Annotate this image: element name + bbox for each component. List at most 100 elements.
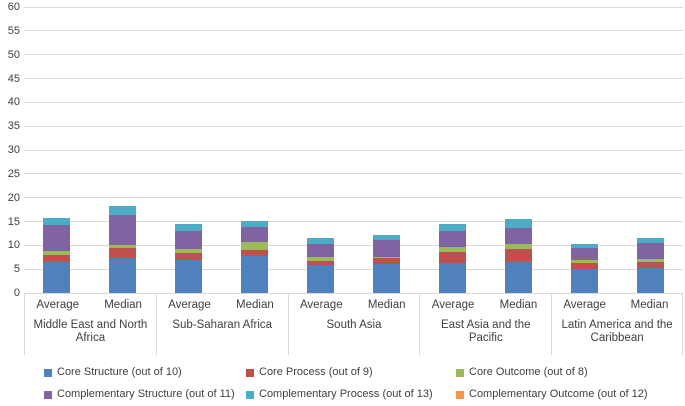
legend-item-core-process: Core Process (out of 9) <box>246 366 456 379</box>
bar-segment-complementary-process <box>636 237 664 243</box>
legend-swatch-core-process <box>246 368 254 377</box>
region-label: Sub-Saharan Africa <box>172 319 273 331</box>
region-group-middle-east-and-north-africa: Average Median Middle East and North Afric… <box>24 293 156 355</box>
bar-segment-core-structure <box>175 260 203 293</box>
bar-segment-core-process <box>636 262 664 269</box>
plot-area <box>24 6 683 294</box>
bar-segment-core-outcome <box>570 259 598 263</box>
gridline-20 <box>24 197 683 199</box>
region-label: South Asia <box>326 319 382 331</box>
y-tick-label-15: 15 <box>7 215 20 228</box>
legend: Core Structure (out of 10) Core Process (… <box>44 366 680 401</box>
bar-segment-complementary-structure <box>438 230 466 247</box>
bar-segment-core-outcome <box>438 246 466 252</box>
bar-segment-core-process <box>175 252 203 261</box>
bar-south-asia-median <box>372 235 400 293</box>
bar-label-median: Median <box>367 299 406 311</box>
bar-segment-core-structure <box>241 256 269 293</box>
bar-segment-complementary-structure <box>570 248 598 260</box>
legend-label: Core Outcome (out of 8) <box>469 366 588 378</box>
y-tick-label-40: 40 <box>7 96 20 109</box>
bar-segment-core-process <box>438 251 466 264</box>
bar-segment-complementary-process <box>504 219 532 228</box>
gridline-5 <box>24 268 683 270</box>
bar-segment-core-outcome <box>175 248 203 253</box>
bar-segment-complementary-process <box>570 243 598 249</box>
bar-segment-complementary-structure <box>43 225 71 252</box>
legend-item-core-outcome: Core Outcome (out of 8) <box>456 366 680 379</box>
x-axis-labels: Average Median Middle East and North Afric… <box>24 293 683 355</box>
region-label: Middle East and North Africa <box>33 319 148 344</box>
y-tick-label-25: 25 <box>7 167 20 180</box>
bar-segment-core-process <box>307 260 335 266</box>
gridline-40 <box>24 101 683 103</box>
bar-middle-east-and-north-africa-median <box>109 205 137 293</box>
region-group-sub-saharan-africa: Average Median Sub-Saharan Africa <box>155 293 288 355</box>
bar-segment-complementary-process <box>307 238 335 245</box>
bar-segment-core-outcome <box>43 251 71 255</box>
y-tick-label-10: 10 <box>7 239 20 252</box>
bar-segment-complementary-process <box>241 220 269 228</box>
bar-segment-core-process <box>504 248 532 262</box>
bar-segment-core-structure <box>636 268 664 293</box>
bar-sub-saharan-africa-average <box>175 224 203 293</box>
bar-segment-core-process <box>241 249 269 257</box>
bar-segment-core-outcome <box>109 244 137 249</box>
y-tick-label-45: 45 <box>7 72 20 85</box>
gridline-15 <box>24 221 683 222</box>
bar-label-average: Average <box>36 299 80 311</box>
bar-segment-core-process <box>109 248 137 258</box>
bar-segment-core-outcome <box>636 258 664 263</box>
legend-label: Complementary Structure (out of 11) <box>57 388 235 400</box>
legend-swatch-core-outcome <box>456 368 464 377</box>
region-label: Latin America and the Caribbean <box>561 319 673 344</box>
bar-segment-core-structure <box>109 257 137 293</box>
y-tick-label-0: 0 <box>13 287 20 299</box>
bar-segment-complementary-process <box>175 224 203 231</box>
bar-segment-core-process <box>372 257 400 265</box>
legend-label: Core Process (out of 9) <box>259 366 373 378</box>
bar-label-row: Average Median <box>420 293 551 312</box>
legend-item-complementary-outcome: Complementary Outcome (out of 12) <box>456 388 680 401</box>
bar-segment-core-structure <box>307 265 335 293</box>
legend-label: Core Structure (out of 10) <box>57 366 182 378</box>
bar-label-row: Average Median <box>289 293 420 312</box>
bar-label-average: Average <box>431 299 475 311</box>
bar-segment-complementary-structure <box>372 239 400 258</box>
legend-swatch-complementary-process <box>246 390 254 399</box>
y-tick-label-35: 35 <box>7 120 20 133</box>
gridline-35 <box>24 125 683 127</box>
bar-segment-complementary-process <box>372 235 400 240</box>
bar-label-average: Average <box>563 299 606 311</box>
gridline-10 <box>24 244 683 246</box>
bar-segment-complementary-structure <box>307 244 335 258</box>
bar-latin-america-and-the-caribbean-average <box>570 243 598 293</box>
legend-item-complementary-structure: Complementary Structure (out of 11) <box>44 388 246 401</box>
bar-label-median: Median <box>104 299 142 311</box>
bar-latin-america-and-the-caribbean-median <box>636 237 664 293</box>
bar-segment-core-process <box>570 262 598 270</box>
legend-swatch-complementary-structure <box>44 390 52 399</box>
bar-segment-complementary-process <box>438 223 466 231</box>
bar-label-median: Median <box>630 299 669 311</box>
bar-segment-core-structure <box>372 264 400 293</box>
bar-label-median: Median <box>499 299 538 311</box>
bar-segment-core-structure <box>438 263 466 293</box>
bar-sub-saharan-africa-median <box>241 220 269 293</box>
y-tick-label-30: 30 <box>7 144 20 156</box>
bar-label-row: Average Median <box>552 293 682 312</box>
bar-segment-complementary-structure <box>175 230 203 249</box>
bar-segment-core-structure <box>504 261 532 293</box>
bar-segment-complementary-structure <box>109 215 137 245</box>
bar-segment-complementary-process <box>109 205 137 216</box>
bar-south-asia-average <box>307 238 335 293</box>
gridline-50 <box>24 54 683 56</box>
bar-east-asia-and-the-pacific-average <box>438 223 466 293</box>
legend-item-core-structure: Core Structure (out of 10) <box>44 366 246 379</box>
region-group-south-asia: Average Median South Asia <box>287 293 420 355</box>
gridline-0 <box>24 292 683 294</box>
y-tick-label-50: 50 <box>7 48 20 61</box>
bar-segment-complementary-process <box>43 217 71 226</box>
bar-segment-complementary-structure <box>504 227 532 244</box>
